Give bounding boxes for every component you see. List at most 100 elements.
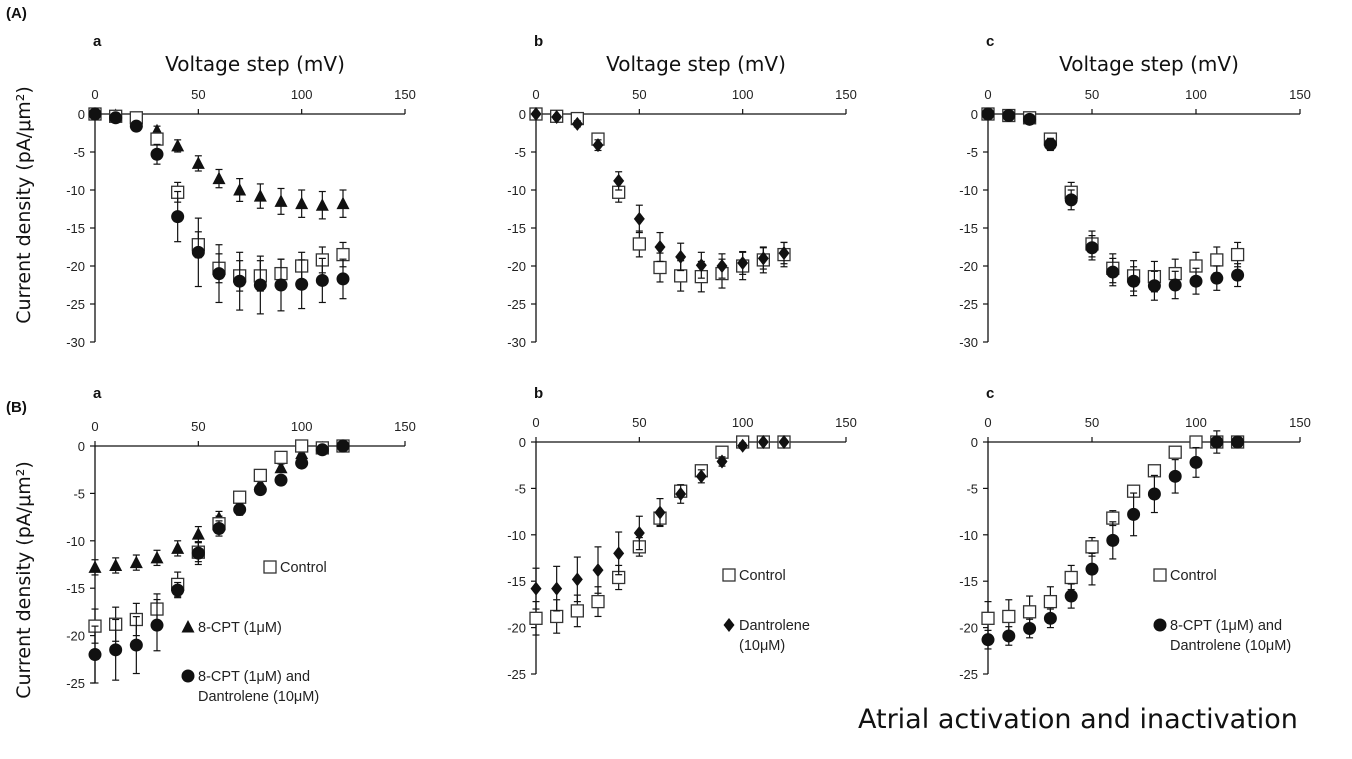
data-point-circle	[1231, 435, 1245, 449]
x-tick-label: 50	[1085, 87, 1099, 102]
y-tick-label: -5	[514, 481, 526, 496]
data-point-circle	[981, 107, 995, 121]
data-point-circle	[1085, 562, 1099, 576]
y-tick-label: -15	[66, 221, 85, 236]
y-tick-label: 0	[78, 107, 85, 122]
chart-b-c: c 0 50 100 150 0 -5 -10 -15 -20 -25 Control 8-CPT (1…	[959, 385, 1311, 682]
data-point-triangle	[295, 196, 309, 210]
y-tick-label: -5	[73, 145, 85, 160]
data-point-diamond	[695, 258, 707, 273]
data-point-triangle	[233, 183, 247, 196]
legend-label: Control	[280, 560, 327, 576]
series-circle	[981, 107, 1245, 301]
legend-marker-circle	[1153, 618, 1167, 632]
data-point-triangle	[171, 138, 185, 152]
data-point-diamond	[654, 240, 666, 254]
y-tick-label: -10	[959, 528, 978, 543]
data-point-circle	[1002, 629, 1016, 643]
data-point-triangle	[212, 171, 226, 185]
x-tick-label: 150	[1289, 87, 1311, 102]
legend-marker-triangle	[181, 620, 195, 633]
data-point-diamond	[695, 469, 707, 484]
legend-label: Control	[1170, 568, 1217, 584]
data-point-circle	[1002, 109, 1016, 123]
data-point-square	[1189, 435, 1203, 449]
data-point-square	[591, 594, 605, 609]
y-tick-label: -20	[507, 621, 526, 636]
data-point-square	[1002, 609, 1016, 624]
legend-label: Dantrolene	[739, 618, 810, 634]
y-tick-label: -15	[507, 574, 526, 589]
data-point-circle	[315, 273, 329, 287]
data-point-circle	[253, 278, 267, 292]
data-point-triangle	[129, 555, 143, 569]
data-point-triangle	[109, 558, 123, 571]
y-tick-label: 0	[971, 107, 978, 122]
panel-label: a	[93, 33, 102, 50]
series-diamond	[530, 435, 790, 612]
data-point-diamond	[778, 246, 790, 261]
legend-marker-circle	[181, 669, 195, 683]
legend-item-square: Control	[1153, 568, 1217, 584]
data-point-circle	[274, 473, 288, 487]
x-tick-label: 150	[835, 415, 857, 430]
data-point-circle	[1147, 487, 1161, 501]
data-point-circle	[1127, 274, 1141, 288]
chart-a-b: b Voltage step (mV) 0 50 100 150 0 -5 -10 -15 -20 -…	[507, 33, 857, 350]
series-square	[529, 435, 791, 636]
data-point-circle	[253, 483, 267, 497]
x-tick-label: 50	[1085, 415, 1099, 430]
data-point-diamond	[592, 138, 604, 153]
data-point-diamond	[571, 116, 583, 131]
data-point-circle	[981, 633, 995, 647]
data-point-diamond	[716, 259, 728, 273]
data-point-circle	[274, 278, 288, 292]
panel-label: b	[534, 33, 543, 50]
chart-b-a: a 0 50 100 150 0 -5 -10 -15 -20 -25 Control 8-CPT (1…	[66, 385, 416, 705]
panel-label: a	[93, 385, 102, 402]
series-circle	[981, 430, 1245, 650]
panel-label: c	[986, 385, 994, 402]
data-point-diamond	[530, 581, 542, 596]
y-tick-label: -25	[66, 297, 85, 312]
data-point-triangle	[191, 527, 205, 540]
data-point-circle	[1106, 533, 1120, 547]
legend-label: Dantrolene (10μM)	[198, 689, 319, 705]
data-point-diamond	[757, 251, 769, 266]
y-tick-label: 0	[971, 435, 978, 450]
x-tick-label: 100	[732, 415, 754, 430]
y-tick-label: -10	[959, 183, 978, 198]
data-point-circle	[88, 648, 102, 662]
data-point-square	[274, 450, 288, 465]
data-point-circle	[129, 119, 143, 133]
series-triangle	[88, 439, 350, 576]
legend-item-circle: 8-CPT (1μM) and Dantrolene (10μM)	[181, 669, 319, 705]
data-point-circle	[109, 111, 123, 125]
y-tick-label: -25	[959, 667, 978, 682]
data-point-circle	[1210, 435, 1224, 449]
y-tick-label: -20	[66, 259, 85, 274]
data-point-circle	[212, 521, 226, 535]
y-tick-label: 0	[78, 439, 85, 454]
data-point-circle	[1147, 279, 1161, 293]
data-point-diamond	[675, 249, 687, 264]
data-point-diamond	[613, 173, 625, 188]
data-point-diamond	[675, 486, 687, 501]
legend-label: 8-CPT (1μM) and	[198, 669, 310, 685]
series-square	[529, 107, 791, 293]
data-point-circle	[150, 147, 164, 161]
data-point-square	[1168, 445, 1182, 459]
data-point-triangle	[274, 460, 288, 474]
data-point-circle	[233, 274, 247, 288]
data-point-circle	[1210, 271, 1224, 285]
data-point-diamond	[571, 572, 583, 587]
data-point-circle	[336, 272, 350, 286]
data-point-circle	[295, 277, 309, 291]
data-point-diamond	[737, 255, 749, 270]
data-point-diamond	[633, 525, 645, 540]
data-point-circle	[233, 503, 247, 517]
data-point-diamond	[654, 505, 666, 520]
legend-item-triangle: 8-CPT (1μM)	[181, 620, 282, 636]
data-point-diamond	[757, 435, 769, 449]
